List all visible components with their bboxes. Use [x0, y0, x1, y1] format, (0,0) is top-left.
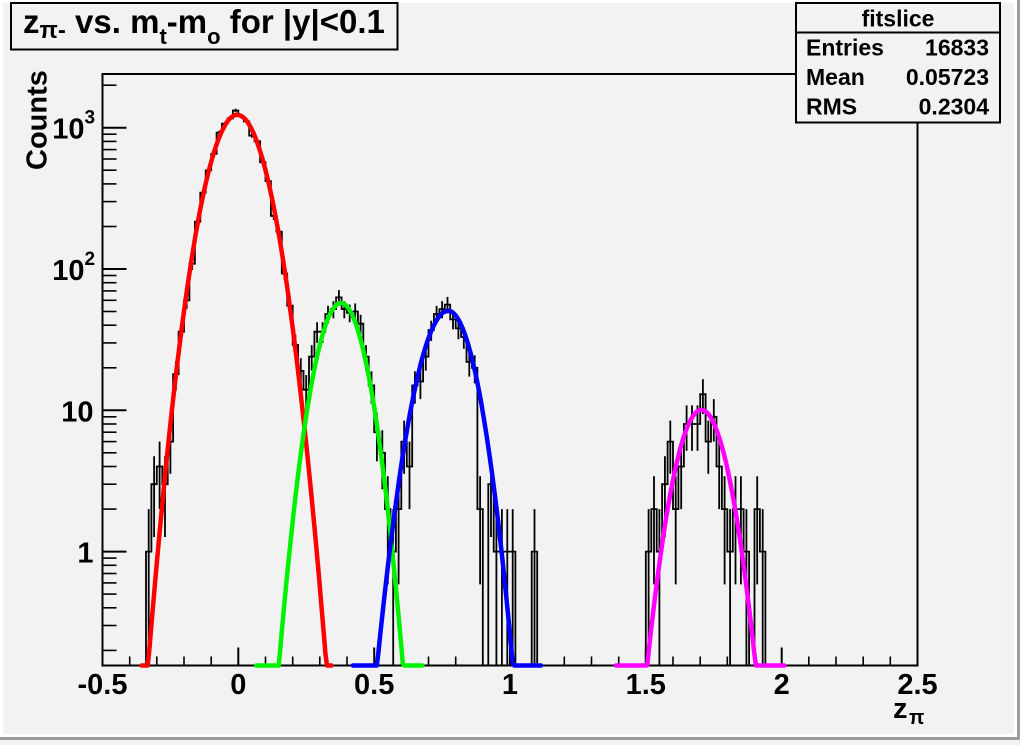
- svg-text:1: 1: [77, 538, 93, 570]
- svg-text:-0.5: -0.5: [78, 669, 128, 701]
- svg-text:0: 0: [230, 669, 246, 701]
- svg-text:10: 10: [61, 396, 93, 428]
- svg-text:0.05723: 0.05723: [906, 64, 989, 90]
- svg-text:0.2304: 0.2304: [919, 94, 990, 120]
- svg-text:fitslice: fitslice: [862, 6, 935, 32]
- svg-text:2: 2: [774, 669, 790, 701]
- svg-text:2: 2: [85, 249, 96, 270]
- svg-text:10: 10: [52, 255, 84, 287]
- svg-text:2.5: 2.5: [897, 669, 937, 701]
- svg-text:1.5: 1.5: [626, 669, 666, 701]
- svg-text:16833: 16833: [925, 35, 989, 61]
- svg-text:3: 3: [85, 108, 96, 129]
- svg-text:RMS: RMS: [806, 94, 857, 120]
- svg-text:Counts: Counts: [22, 70, 54, 170]
- svg-text:1: 1: [502, 669, 518, 701]
- svg-text:10: 10: [52, 114, 84, 146]
- svg-text:π: π: [909, 707, 924, 729]
- svg-text:z: z: [893, 693, 908, 725]
- svg-text:Mean: Mean: [806, 64, 865, 90]
- svg-text:Entries: Entries: [806, 35, 884, 61]
- svg-text:0.5: 0.5: [354, 669, 394, 701]
